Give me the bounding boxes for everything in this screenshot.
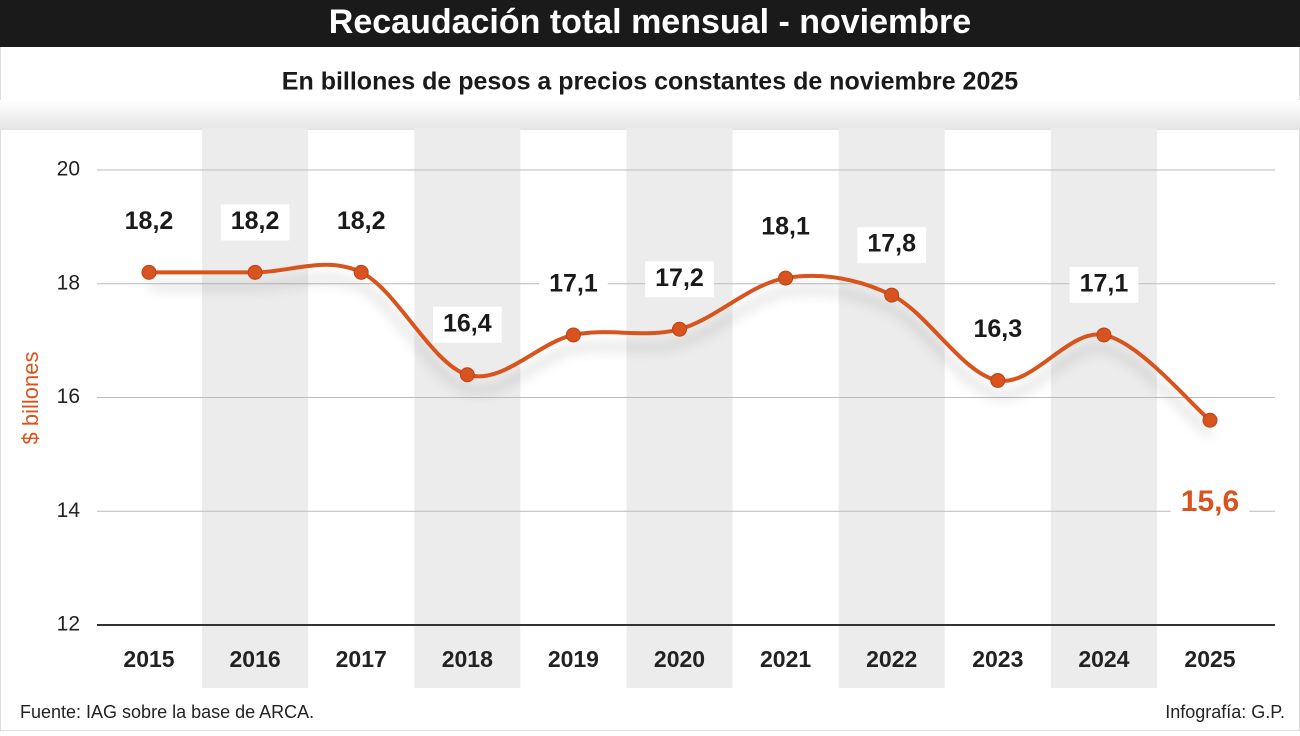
x-tick-label: 2018 xyxy=(442,646,493,672)
label-bg xyxy=(751,210,821,247)
header-band xyxy=(0,100,1300,130)
point xyxy=(1096,327,1112,343)
y-tick-label: 16 xyxy=(57,385,80,408)
label-bg xyxy=(645,261,714,298)
chart-title: Recaudación total mensual - noviembre xyxy=(329,3,971,41)
x-tick-label: 2025 xyxy=(1184,646,1235,672)
label-bg xyxy=(857,227,927,264)
value-label: 18,2 xyxy=(337,207,386,235)
value-label: 15,6 xyxy=(1181,485,1239,518)
point xyxy=(459,367,475,383)
y-tick-label: 18 xyxy=(57,271,80,294)
column-band xyxy=(1050,128,1157,688)
x-tick-label: 2015 xyxy=(123,646,174,672)
point xyxy=(353,264,369,280)
x-tick-label: 2021 xyxy=(760,646,811,672)
column-band xyxy=(414,128,521,688)
label-bg xyxy=(326,204,396,241)
label-bg xyxy=(432,306,502,343)
value-label: 18,1 xyxy=(761,213,810,241)
source: Fuente: IAG sobre la base de ARCA. xyxy=(20,702,314,722)
point xyxy=(141,264,157,280)
point xyxy=(990,372,1006,388)
y-tick-label: 20 xyxy=(57,158,80,181)
value-label: 16,4 xyxy=(443,309,492,337)
plot: 12 14 16 18 20 2015 2016 2017 2018 2019 2020 2021 20… xyxy=(57,158,1275,672)
point xyxy=(672,321,687,337)
value-label: 18,2 xyxy=(231,207,280,235)
column-band xyxy=(838,128,945,688)
x-tick-label: 2023 xyxy=(972,646,1023,672)
y-tick-label: 12 xyxy=(57,613,80,636)
label-bg xyxy=(539,266,608,303)
title-bar xyxy=(0,0,1300,47)
y-tick-label: 14 xyxy=(57,499,81,522)
value-label: 18,2 xyxy=(125,207,174,235)
value-label: 16,3 xyxy=(973,315,1022,343)
point xyxy=(1202,412,1218,428)
label-bg xyxy=(114,204,184,241)
x-tick-label: 2016 xyxy=(230,646,281,672)
value-label: 17,1 xyxy=(549,270,598,298)
chart-subtitle: En billones de pesos a precios constante… xyxy=(282,68,1018,96)
column-band xyxy=(626,128,733,688)
value-label: 17,8 xyxy=(867,230,916,258)
x-tick-label: 2020 xyxy=(654,646,705,672)
label-bg xyxy=(963,312,1033,349)
value-label: 17,2 xyxy=(655,264,704,292)
point xyxy=(778,270,794,286)
y-axis-title: $ billones xyxy=(18,352,43,445)
x-tick-label: 2024 xyxy=(1078,646,1129,672)
point xyxy=(247,264,263,280)
x-tick-label: 2022 xyxy=(866,646,917,672)
column-shading xyxy=(202,128,1157,688)
x-tick-label: 2017 xyxy=(336,646,387,672)
credit: Infografía: G.P. xyxy=(1165,702,1285,722)
label-bg xyxy=(1069,266,1139,303)
x-tick-label: 2019 xyxy=(548,646,599,672)
label-bg xyxy=(220,204,290,241)
point xyxy=(565,327,581,343)
value-label: 17,1 xyxy=(1080,270,1129,298)
label-bg xyxy=(1170,485,1250,522)
point xyxy=(884,287,900,303)
